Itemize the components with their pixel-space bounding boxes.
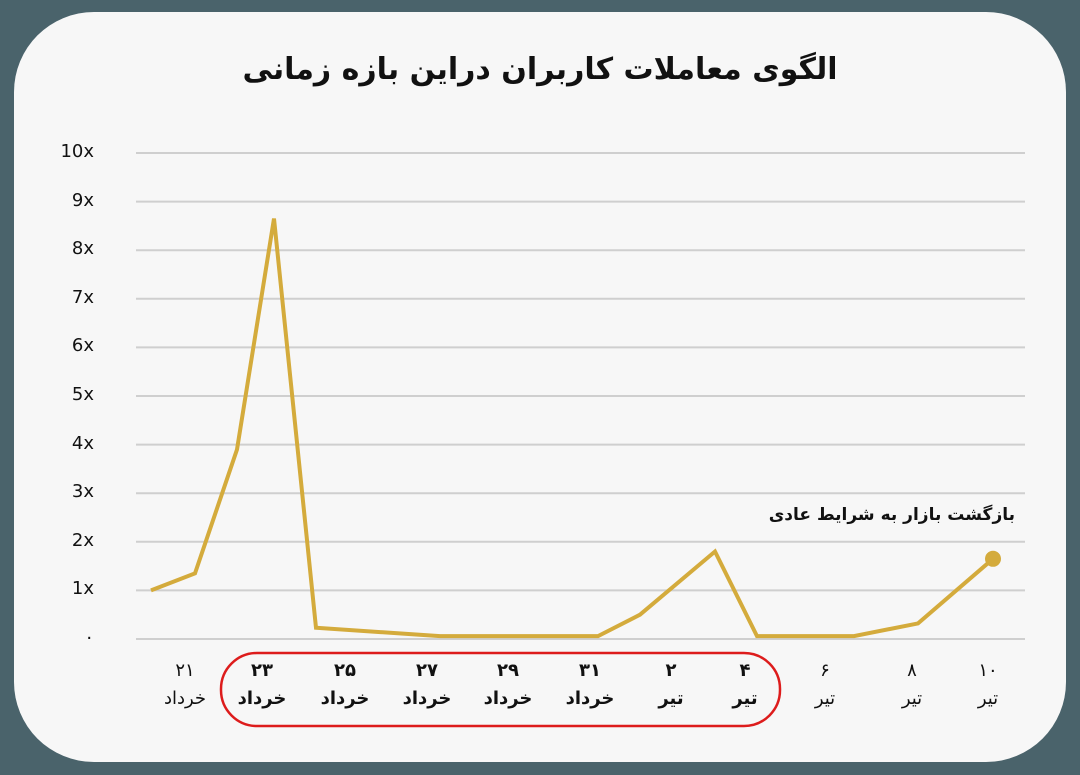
x-tick-label: ۸ تیر xyxy=(867,657,957,713)
y-tick-label: 1x xyxy=(71,578,94,600)
y-tick-label: 7x xyxy=(71,286,94,308)
x-tick-day: ۳۱ xyxy=(579,660,601,681)
x-tick-label: ۲۱ خرداد xyxy=(140,657,230,713)
gridlines xyxy=(136,152,1025,640)
y-tick-label: 2x xyxy=(71,529,94,551)
y-tick-label: 6x xyxy=(71,335,94,357)
y-tick-label: ۰ xyxy=(84,627,94,648)
x-tick-label: ۱۰ تیر xyxy=(943,657,1033,713)
x-tick-month: تیر xyxy=(814,688,836,709)
x-tick-month: تیر xyxy=(732,688,758,709)
x-tick-day: ۲۵ xyxy=(334,660,356,681)
x-tick-month: خرداد xyxy=(163,688,207,709)
x-tick-day: ۶ xyxy=(820,660,830,681)
x-tick-day: ۲۷ xyxy=(416,660,438,681)
x-tick-month: تیر xyxy=(977,688,999,709)
annotation-label: بازگشت بازار به شرایط عادی xyxy=(768,505,1015,525)
x-tick-label: ۲۵ خرداد xyxy=(300,657,390,713)
x-tick-day: ۱۰ xyxy=(978,660,998,681)
x-tick-day: ۸ xyxy=(907,660,917,681)
x-tick-day: ۴ xyxy=(739,660,751,681)
highlight-box xyxy=(219,651,782,728)
x-tick-label: ۲۷ خرداد xyxy=(382,657,472,713)
x-tick-day: ۲۱ xyxy=(175,660,195,681)
series-line xyxy=(150,218,995,639)
x-tick-day: ۲۹ xyxy=(497,660,519,681)
x-tick-month: تیر xyxy=(658,688,684,709)
y-tick-label: 10x xyxy=(60,141,94,162)
y-tick-label: 9x xyxy=(71,189,94,211)
x-tick-month: خرداد xyxy=(237,688,287,709)
end-point-marker xyxy=(985,550,1001,567)
y-tick-label: 5x xyxy=(71,384,94,405)
x-tick-label: ۴ تیر xyxy=(700,657,790,713)
y-tick-label: 3x xyxy=(71,481,94,503)
x-tick-label: ۲۹ خرداد xyxy=(463,657,553,713)
x-tick-label: ۲۳ خرداد xyxy=(217,657,307,713)
x-tick-day: ۲ xyxy=(665,660,677,681)
chart-title: الگوی معاملات کاربران دراین بازه زمانی xyxy=(242,52,838,87)
x-tick-month: تیر xyxy=(901,688,923,709)
x-tick-label: ۲ تیر xyxy=(626,657,716,713)
y-tick-label: 8x xyxy=(71,238,94,260)
x-tick-month: خرداد xyxy=(565,688,615,709)
x-tick-day: ۲۳ xyxy=(251,660,273,681)
y-tick-label: 4x xyxy=(71,432,94,454)
x-tick-month: خرداد xyxy=(320,688,370,709)
x-tick-label: ۳۱ خرداد xyxy=(545,657,635,713)
x-tick-label: ۶ تیر xyxy=(780,657,870,713)
x-tick-month: خرداد xyxy=(402,688,452,709)
x-tick-month: خرداد xyxy=(483,688,533,709)
